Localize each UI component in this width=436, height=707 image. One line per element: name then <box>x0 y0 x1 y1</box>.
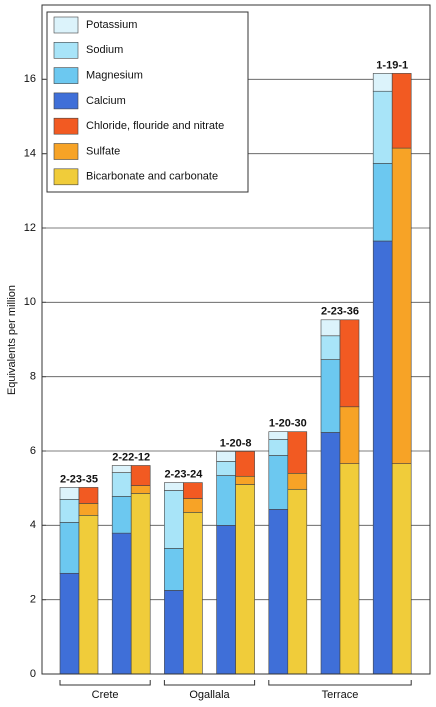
group-bracket <box>268 680 412 686</box>
bar-segment <box>235 484 255 675</box>
bar-segment <box>164 490 184 549</box>
bar-segment <box>268 431 289 440</box>
bar-segment <box>216 461 236 476</box>
y-axis-label: Equivalents per million <box>6 285 18 395</box>
bar-segment <box>164 590 184 675</box>
bar-segment <box>372 163 393 242</box>
well-label: 2-23-36 <box>321 306 359 318</box>
bar-segment <box>287 472 308 490</box>
bar-segment <box>164 482 184 491</box>
legend-swatch <box>53 41 79 59</box>
well-label: 1-19-1 <box>376 59 408 71</box>
legend-swatch <box>53 67 79 84</box>
group-label: Terrace <box>322 689 359 701</box>
bar-segment <box>216 525 236 675</box>
y-tick-label: 0 <box>30 668 36 680</box>
legend-label: Bicarbonate and carbonate <box>86 171 218 183</box>
legend-label: Magnesium <box>86 70 143 82</box>
bar-segment <box>235 475 255 485</box>
bar-segment <box>183 482 203 499</box>
bar-segment <box>183 512 203 675</box>
y-tick-label: 10 <box>24 296 36 308</box>
bar-segment <box>216 451 236 462</box>
bar-segment <box>164 548 184 591</box>
bar-segment <box>78 514 99 675</box>
bar-segment <box>78 503 99 516</box>
group-label: Crete <box>92 689 119 701</box>
y-tick-label: 8 <box>30 371 36 383</box>
bar-segment <box>268 439 289 456</box>
bar-segment <box>339 319 360 408</box>
bar-segment <box>320 359 341 433</box>
bar-segment <box>287 431 308 474</box>
group-label: Ogallala <box>189 689 230 701</box>
bar-segment <box>391 463 412 675</box>
legend-label: Sodium <box>86 44 123 56</box>
legend-swatch <box>53 92 79 110</box>
bar-segment <box>183 498 203 513</box>
well-label: 2-23-24 <box>164 468 203 480</box>
well-label: 1-20-8 <box>220 437 252 449</box>
legend-swatch <box>53 117 79 135</box>
y-tick-label: 2 <box>30 594 36 606</box>
legend-label: Calcium <box>86 95 126 107</box>
legend-label: Sulfate <box>86 145 120 157</box>
legend-swatch <box>53 168 79 186</box>
bar-segment <box>320 335 341 360</box>
y-tick-label: 6 <box>30 445 36 457</box>
bar-segment <box>59 572 80 675</box>
bar-segment <box>130 465 151 486</box>
bar-segment <box>287 488 308 675</box>
y-tick-label: 4 <box>30 519 36 531</box>
legend-swatch <box>53 143 79 160</box>
bar-segment <box>111 465 132 473</box>
y-tick-label: 12 <box>24 222 36 234</box>
bar-segment <box>372 240 393 675</box>
bar-segment <box>268 455 289 510</box>
bar-segment <box>78 487 99 504</box>
well-label: 2-23-35 <box>60 473 98 485</box>
bar-segment <box>339 463 360 675</box>
bar-segment <box>59 487 80 500</box>
bar-segment <box>268 509 289 675</box>
bar-segment <box>59 522 80 574</box>
y-tick-label: 16 <box>24 73 36 85</box>
bar-segment <box>111 496 132 534</box>
bar-segment <box>59 499 80 523</box>
bar-segment <box>372 90 393 164</box>
y-tick-label: 14 <box>24 148 36 160</box>
well-label: 1-20-30 <box>269 418 307 430</box>
bar-segment <box>320 319 341 337</box>
legend-box <box>46 11 249 193</box>
bar-segment <box>111 532 132 675</box>
bar-segment <box>320 432 341 675</box>
group-bracket <box>163 680 256 686</box>
bar-segment <box>216 475 236 526</box>
bar-segment <box>339 406 360 464</box>
group-bracket <box>59 680 151 686</box>
bar-segment <box>235 451 255 477</box>
bar-segment <box>391 73 412 149</box>
well-label: 2-22-12 <box>112 451 150 463</box>
bar-segment <box>130 485 151 494</box>
legend-label: Potassium <box>86 19 137 31</box>
legend-swatch <box>53 16 79 34</box>
bar-segment <box>130 493 151 675</box>
bar-segment <box>391 147 412 464</box>
bar-segment <box>111 472 132 497</box>
plot-frame <box>41 4 431 675</box>
legend-label: Chloride, flouride and nitrate <box>86 120 224 132</box>
bar-segment <box>372 73 393 92</box>
